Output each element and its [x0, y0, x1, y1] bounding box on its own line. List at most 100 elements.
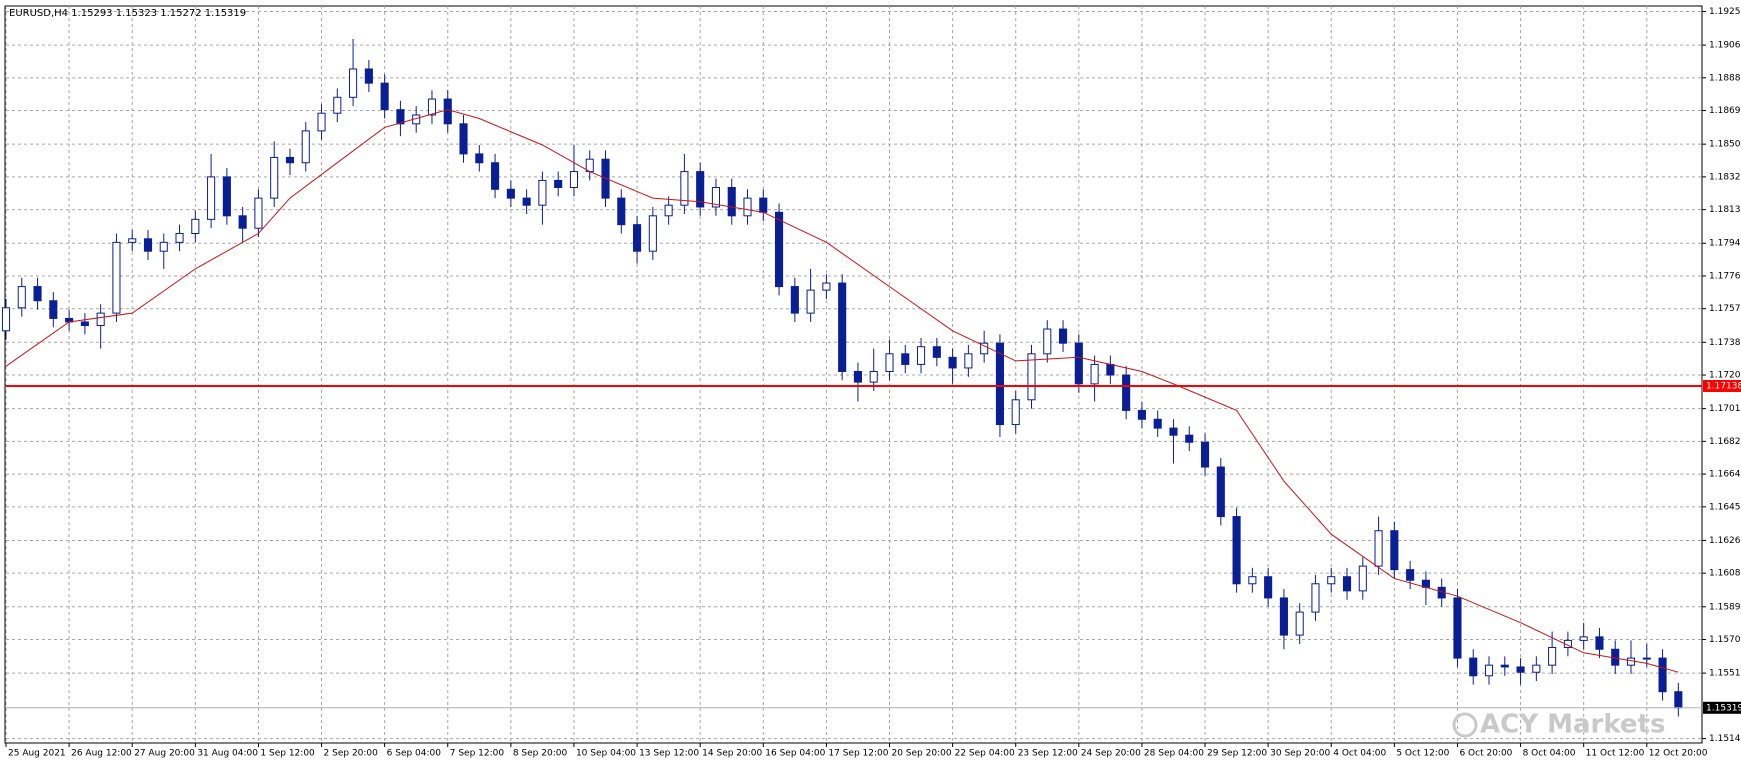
x-tick-label: 26 Aug 12:00 — [71, 749, 132, 759]
candle-body — [112, 241, 121, 314]
candle-body — [711, 187, 721, 208]
candle-body — [238, 215, 247, 229]
candle-body — [964, 353, 973, 369]
candle-body — [128, 238, 137, 243]
y-tick-label: 1.18880 — [1709, 73, 1741, 83]
x-tick-label: 10 Sep 04:00 — [576, 749, 636, 759]
grid — [5, 6, 1702, 743]
y-tick-label: 1.15515 — [1709, 669, 1741, 679]
x-tick-label: 16 Sep 04:00 — [765, 749, 825, 759]
candle-body — [1, 307, 11, 332]
candle-body — [1390, 530, 1399, 571]
y-tick-label: 1.16825 — [1709, 437, 1741, 447]
candle-body — [838, 282, 847, 372]
candle-body — [1153, 418, 1162, 429]
level-label-box — [1703, 379, 1741, 392]
candle-body — [1311, 583, 1320, 613]
candle-body — [1232, 516, 1241, 585]
candle-body — [317, 112, 326, 132]
candle-body — [1516, 666, 1525, 673]
candle-body — [1484, 664, 1494, 677]
candle-body — [459, 123, 468, 155]
x-tick-label: 24 Sep 20:00 — [1081, 749, 1141, 759]
x-tick-label: 2 Sep 20:00 — [324, 749, 379, 759]
x-tick-label: 12 Oct 20:00 — [1649, 749, 1708, 759]
x-tick-label: 5 Oct 12:00 — [1396, 749, 1449, 759]
candle-body — [270, 156, 279, 199]
y-tick-label: 1.18135 — [1709, 205, 1741, 215]
candle-body — [775, 211, 784, 288]
candle-body — [743, 197, 752, 217]
candle-body — [1406, 569, 1415, 581]
y-tick-label: 1.17200 — [1709, 371, 1741, 381]
candle-body — [822, 282, 831, 291]
moving-average — [5, 109, 1679, 673]
candle-body — [207, 176, 216, 220]
y-tick-label: 1.18695 — [1709, 106, 1741, 116]
candle-body — [1658, 657, 1667, 693]
candle-body — [1169, 427, 1178, 436]
x-tick-label: 4 Oct 04:00 — [1333, 749, 1386, 759]
candle-body — [1500, 664, 1509, 668]
candle-body — [980, 342, 989, 355]
candle-body — [1090, 363, 1099, 385]
candle-body — [17, 286, 26, 309]
x-tick-label: 8 Oct 04:00 — [1523, 749, 1576, 759]
y-tick-label: 1.18505 — [1709, 140, 1741, 150]
candle-body — [948, 356, 957, 369]
y-tick-label: 1.17575 — [1709, 304, 1741, 314]
candle-body — [1595, 636, 1604, 650]
candle-body — [96, 312, 105, 326]
candle-body — [175, 233, 184, 243]
candle-body — [33, 286, 42, 302]
candle-body — [648, 215, 657, 252]
candle-body — [869, 370, 878, 383]
candle-body — [254, 197, 263, 229]
candle-body — [696, 171, 705, 208]
candle-body — [349, 68, 358, 98]
y-tick-label: 1.16080 — [1709, 569, 1741, 579]
level-label: 1.17138 — [1706, 381, 1741, 391]
x-tick-label: 27 Aug 20:00 — [134, 749, 195, 759]
plot-frame — [4, 5, 1703, 744]
x-tick-label: 1 Sep 12:00 — [260, 749, 315, 759]
candle-body — [680, 171, 689, 206]
candle-body — [1453, 597, 1462, 659]
candle-body — [1058, 328, 1068, 344]
chart-title: EURUSD,H4 1.15293 1.15323 1.15272 1.1531… — [9, 8, 246, 19]
y-tick-label: 1.17385 — [1709, 338, 1741, 348]
candle-body — [853, 370, 862, 383]
x-tick-label: 29 Sep 12:00 — [1207, 749, 1267, 759]
x-tick-label: 23 Sep 12:00 — [1018, 749, 1078, 759]
y-tick-label: 1.16265 — [1709, 536, 1741, 546]
y-tick-label: 1.16455 — [1709, 502, 1741, 512]
candle-body — [427, 98, 437, 116]
candle-body — [1532, 664, 1541, 673]
candle-body — [191, 218, 200, 235]
candle-body — [333, 96, 342, 114]
watermark-logo — [1452, 712, 1478, 738]
candle-body — [664, 204, 673, 217]
candle-body — [1122, 374, 1131, 411]
x-tick-label: 28 Sep 04:00 — [1144, 749, 1204, 759]
candle-body — [1043, 328, 1052, 355]
candle-body — [522, 197, 531, 206]
candle-body — [285, 156, 295, 164]
watermark: ACY Markets — [1480, 710, 1665, 740]
candle-body — [1642, 657, 1651, 660]
candle-body — [475, 153, 484, 164]
candle-body — [1185, 434, 1194, 443]
candle-body — [917, 346, 926, 365]
candle-body — [491, 162, 500, 190]
candle-body — [1469, 657, 1478, 677]
candle-body — [1248, 576, 1257, 585]
candle-body — [222, 176, 231, 217]
y-tick-label: 1.17945 — [1709, 239, 1741, 249]
x-tick-label: 17 Sep 12:00 — [828, 749, 888, 759]
candle-body — [538, 179, 547, 206]
x-tick-label: 13 Sep 12:00 — [639, 749, 699, 759]
candle-body — [443, 98, 452, 125]
candle-body — [159, 241, 168, 252]
